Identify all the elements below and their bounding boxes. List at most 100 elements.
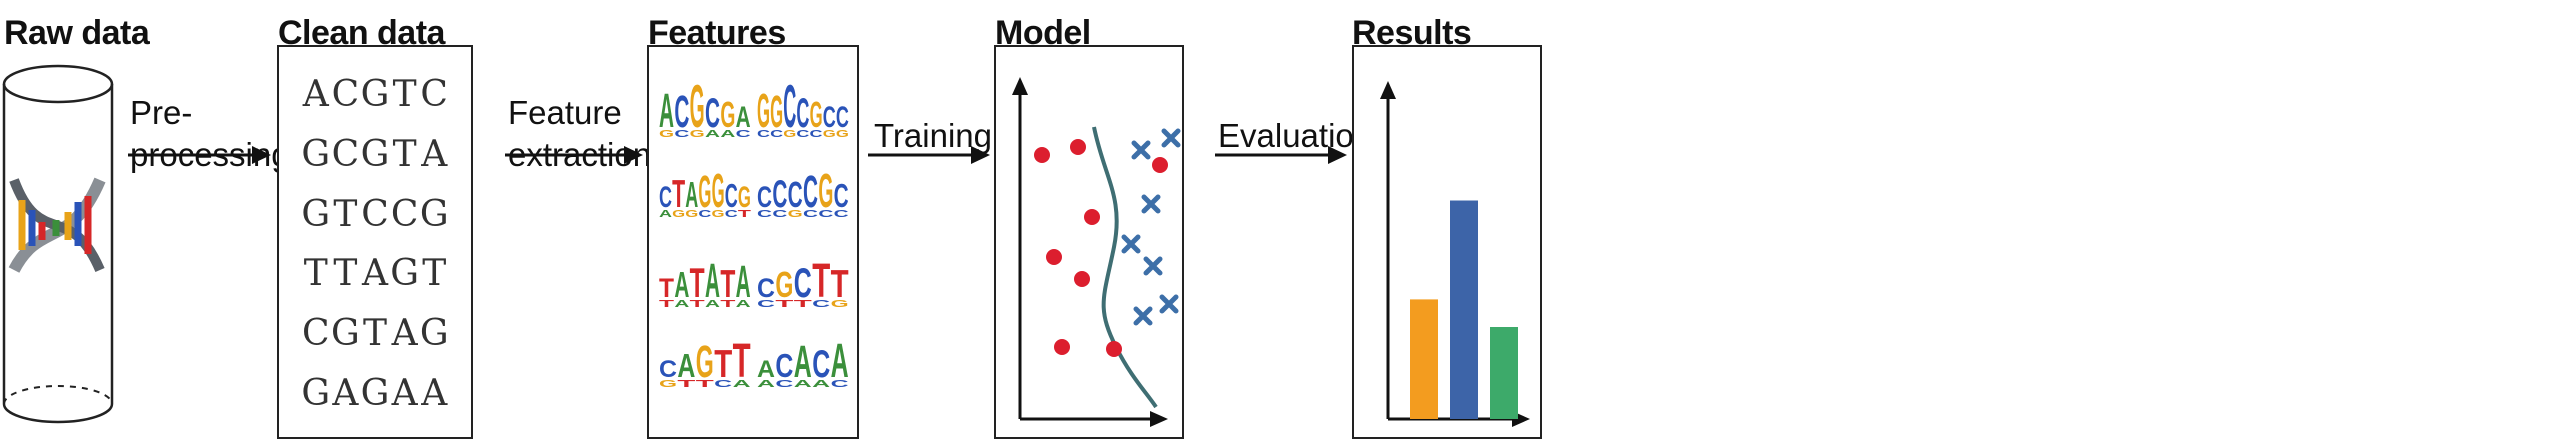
class-b-point (1131, 140, 1151, 160)
logo-letter: G (672, 209, 685, 220)
nucleotide: G (331, 312, 360, 354)
logo-letter: A (705, 299, 720, 310)
results-box (1352, 45, 1542, 439)
nucleotide: C (331, 74, 360, 116)
logo-letter: C (725, 177, 738, 214)
logo-letter: C (775, 379, 793, 390)
logo-letter: T (714, 343, 732, 386)
logo-letter: A (677, 347, 695, 384)
logo-letter: C (788, 174, 803, 215)
nucleotide: G (301, 133, 331, 175)
nucleotide: A (391, 372, 418, 414)
class-a-point (1070, 139, 1086, 155)
nucleotide: G (301, 372, 331, 414)
logo-letter: C (659, 181, 672, 214)
sequence-logo: TT AA TT AA TT AA (659, 255, 751, 310)
logo-letter: A (733, 379, 751, 390)
nucleotide: G (360, 133, 390, 175)
training-arrow (868, 146, 990, 164)
logo-letter: T (794, 299, 812, 310)
logo-letter: T (720, 299, 735, 310)
nucleotide: A (421, 372, 448, 414)
logo-letter: C (725, 209, 738, 220)
logo-letter: C (834, 177, 849, 214)
nucleotide: T (392, 74, 417, 116)
logo-letter: A (685, 174, 698, 215)
logo-letter: C (772, 173, 787, 216)
logo-letter: G (775, 264, 793, 305)
logo-letter: C (803, 166, 818, 217)
logo-letter: G (712, 209, 725, 220)
logo-letter: T (659, 299, 674, 310)
preprocessing-line1: Pre- (130, 94, 193, 131)
results-bar-chart (1380, 81, 1530, 427)
y-axis-arrowhead (1012, 77, 1028, 95)
logo-letter: G (659, 379, 678, 390)
nucleotide: T (392, 133, 417, 175)
logo-letter: G (831, 299, 850, 310)
class-a-point (1054, 339, 1070, 355)
logo-letter: A (794, 336, 812, 387)
logo-letter: C (783, 73, 796, 140)
logo-letter: C (757, 129, 770, 140)
logo-letter: C (736, 129, 751, 140)
logo-letter: C (770, 129, 783, 140)
logo-letter: C (757, 209, 772, 220)
class-b-point (1143, 256, 1163, 276)
logo-letter: C (714, 379, 732, 390)
logo-letter: G (818, 165, 833, 218)
logo-letter: C (810, 129, 823, 140)
nucleotide: C (390, 193, 419, 235)
class-a-point (1034, 147, 1050, 163)
logo-letter: T (738, 209, 751, 220)
nucleotide: G (360, 372, 390, 414)
class-a-point (1074, 271, 1090, 287)
logo-letter: C (823, 101, 836, 134)
logo-letter: T (690, 299, 705, 310)
logo-letter: C (812, 343, 830, 386)
logo-letter: C (775, 347, 793, 384)
logo-letter: T (690, 259, 705, 306)
nucleotide: C (361, 193, 389, 235)
logo-letter: G (696, 336, 714, 387)
class-b-point (1133, 306, 1153, 326)
logo-letter: C (803, 209, 818, 220)
class-b-point (1159, 294, 1179, 314)
class-a-point (1152, 157, 1168, 173)
logo-letter: A (659, 209, 672, 220)
logo-letter: G (836, 129, 849, 140)
logo-letter: C (757, 181, 772, 214)
logo-letter: C (772, 209, 787, 220)
nucleotide: C (302, 312, 330, 354)
logo-letter: C (794, 259, 812, 306)
logo-letter: C (831, 379, 849, 390)
logo-letter: A (757, 356, 775, 383)
evaluation-arrow (1215, 146, 1347, 164)
class-b-point (1141, 194, 1161, 214)
logo-letter: A (736, 256, 751, 307)
logo-letter: C (757, 299, 775, 310)
logo-letter: C (796, 89, 809, 136)
logo-letter: A (831, 335, 849, 388)
evaluation-label: Evaluation (1218, 117, 1373, 154)
logo-letter: A (794, 379, 812, 390)
logo-letter: A (705, 129, 720, 140)
logo-letter: C (818, 209, 833, 220)
logo-letter: T (831, 263, 849, 306)
preprocessing-arrow (128, 146, 271, 164)
model-box (994, 45, 1184, 439)
raw-data-title: Raw data (4, 14, 150, 52)
logo-letter: G (659, 129, 674, 140)
logo-letter: G (690, 73, 705, 140)
nucleotide: T (333, 193, 358, 235)
logo-letter: A (705, 255, 720, 308)
